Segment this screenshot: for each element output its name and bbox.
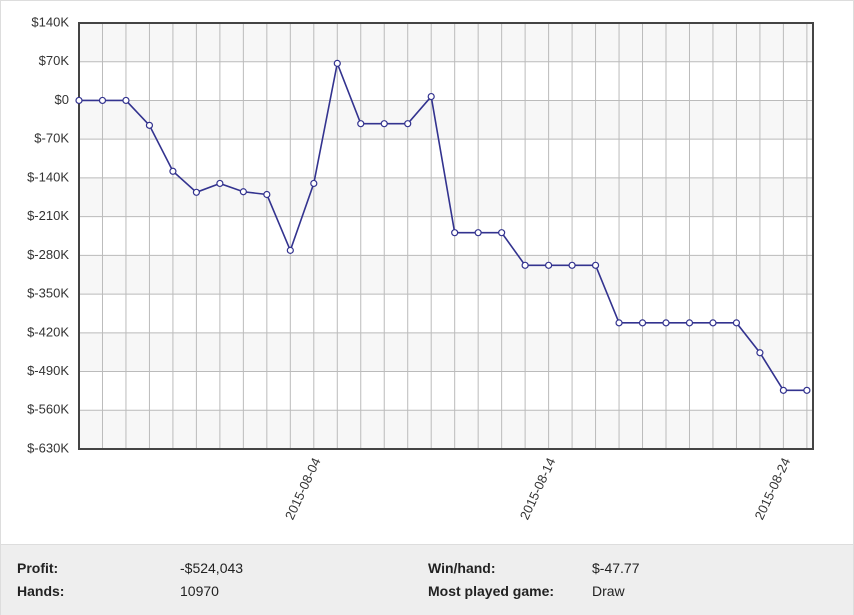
point: [544, 261, 553, 269]
point: [803, 386, 811, 394]
x-tick-label: 2015-08-24: [752, 455, 794, 522]
point: [145, 121, 154, 129]
stat-value: 10970: [180, 583, 219, 599]
point: [638, 319, 647, 327]
y-tick-label: $140K: [31, 14, 69, 29]
point: [685, 319, 694, 327]
y-tick-label: $-280K: [27, 247, 69, 262]
point: [498, 229, 506, 237]
x-tick-label: 2015-08-14: [517, 455, 559, 522]
point: [216, 179, 224, 188]
point: [591, 261, 600, 269]
band: [79, 100, 813, 140]
point: [263, 190, 271, 199]
stat-value: $-47.77: [592, 560, 640, 576]
y-tick-label: $-560K: [27, 402, 69, 417]
point: [192, 188, 200, 196]
stat-label: Hands:: [17, 583, 65, 599]
band: [79, 23, 813, 62]
point: [709, 319, 717, 327]
y-tick-label: $-490K: [27, 363, 69, 378]
point: [286, 246, 294, 254]
point: [75, 96, 83, 105]
band: [79, 255, 813, 295]
stats-panel: Profit: -$524,043 Win/hand: $-47.77 Hands: 10…: [1, 544, 853, 615]
y-tick-label: $-210K: [27, 208, 69, 223]
point: [756, 349, 764, 357]
point: [310, 179, 318, 188]
stat-value: -$524,043: [180, 560, 244, 576]
point: [615, 319, 623, 327]
point: [451, 229, 459, 237]
point: [662, 319, 670, 327]
point: [122, 96, 130, 105]
plot-border: [78, 22, 814, 450]
chart: $-630K $-560K $-490K $-420K $-350K $-280K $-21…: [27, 14, 814, 522]
y-tick-label: $-140K: [27, 169, 69, 184]
point: [404, 120, 412, 128]
band: [79, 410, 813, 449]
y-tick-label: $-350K: [27, 286, 69, 301]
y-tick-label: $-630K: [27, 440, 69, 455]
x-tick-label: 2015-08-04: [282, 455, 324, 522]
point: [98, 96, 107, 105]
point: [357, 120, 365, 128]
point: [474, 229, 482, 237]
line: [79, 60, 807, 392]
stat-label: Profit:: [17, 560, 59, 576]
point: [521, 261, 529, 269]
stat-label: Win/hand:: [428, 560, 496, 576]
point: [239, 188, 247, 196]
stat-value: Draw: [592, 583, 625, 599]
point: [380, 120, 388, 128]
y-tick-label: $-70K: [34, 131, 69, 146]
y-tick-label: $-420K: [27, 324, 69, 339]
point: [779, 386, 788, 394]
band: [79, 332, 813, 372]
point: [169, 167, 177, 175]
y-tick-label: $0: [55, 92, 69, 107]
point: [732, 319, 741, 327]
y-tick-label: $70K: [39, 53, 70, 68]
point: [333, 59, 341, 67]
point: [427, 92, 435, 101]
stat-label: Most played game:: [428, 583, 555, 599]
point: [568, 261, 576, 269]
